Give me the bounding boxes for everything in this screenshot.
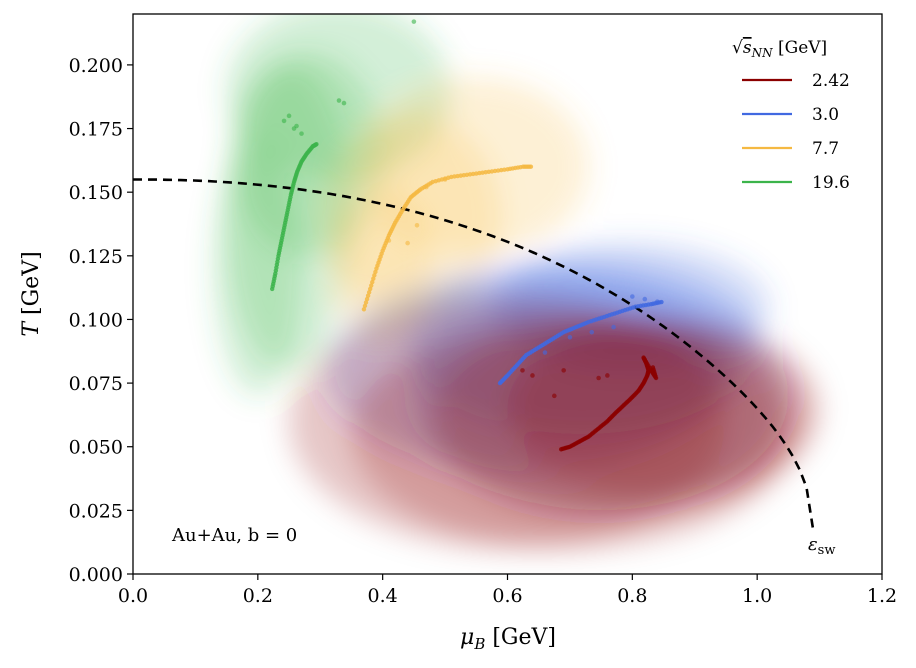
data-point — [405, 240, 410, 246]
data-point — [294, 123, 299, 129]
data-point — [363, 300, 369, 305]
y-tick-label: 0.100 — [69, 309, 123, 331]
plot-area — [133, 14, 820, 549]
y-axis-title: T [GeV] — [19, 251, 44, 336]
y-tick-label: 0.200 — [69, 55, 123, 77]
y-axis: 0.000 0.025 0.050 0.075 0.100 0.125 0.150 0.175… — [69, 55, 133, 586]
data-point — [314, 142, 319, 147]
y-tick-label: 0.000 — [69, 564, 123, 586]
data-point — [370, 279, 375, 285]
data-point — [630, 294, 635, 299]
uncertainty-clouds — [214, 14, 820, 549]
switching-curve — [133, 178, 815, 531]
data-point — [650, 365, 656, 370]
legend-label: 2.42 — [812, 71, 850, 91]
x-tick-label: 0.2 — [243, 585, 273, 607]
data-point — [528, 164, 534, 169]
data-point — [596, 375, 601, 381]
data-point — [611, 324, 616, 330]
data-point — [414, 222, 420, 228]
data-point — [299, 131, 304, 136]
legend-label: 7.7 — [812, 139, 839, 159]
data-point — [386, 238, 392, 243]
data-point — [371, 276, 376, 281]
y-tick-label: 0.025 — [69, 500, 123, 522]
data-points-layer — [269, 19, 664, 452]
y-tick-label: 0.125 — [69, 246, 123, 268]
data-point — [542, 350, 548, 355]
data-point — [336, 98, 342, 103]
x-tick-label: 0.8 — [617, 585, 647, 607]
data-point — [341, 100, 347, 106]
data-point — [369, 283, 374, 288]
legend-title: √sNN [GeV] — [732, 38, 827, 60]
data-point — [520, 368, 525, 373]
series-7.7 — [361, 164, 534, 312]
legend-label: 3.0 — [812, 105, 839, 125]
data-point — [366, 290, 372, 295]
y-tick-label: 0.050 — [69, 437, 123, 459]
switching-curve-label: εsw — [808, 534, 835, 558]
data-point — [605, 373, 610, 378]
x-tick-label: 1.2 — [867, 585, 897, 607]
data-point — [567, 334, 573, 340]
series-3.0 — [497, 294, 664, 386]
uncertainty-cloud — [289, 294, 726, 549]
data-point — [655, 299, 660, 304]
data-point — [367, 286, 373, 292]
annotation: Au+Au, b = 0 — [171, 525, 297, 546]
data-point — [365, 293, 371, 298]
y-tick-label: 0.150 — [69, 182, 123, 204]
data-point — [281, 118, 287, 124]
data-point — [286, 113, 292, 119]
data-point — [561, 368, 566, 373]
data-point — [589, 329, 595, 335]
x-tick-label: 0.4 — [368, 585, 398, 607]
data-point — [552, 393, 557, 399]
x-tick-label: 1.0 — [742, 585, 772, 607]
data-point — [442, 177, 448, 182]
x-axis-title: μB [GeV] — [460, 625, 556, 653]
legend: √sNN [GeV] 2.42 3.0 7.7 19.6 — [732, 38, 850, 193]
data-point — [364, 296, 370, 302]
data-point — [424, 184, 429, 190]
data-point — [411, 19, 417, 24]
data-point — [361, 307, 367, 312]
data-point — [530, 373, 535, 378]
series-2.42 — [520, 355, 659, 452]
x-tick-label: 0.0 — [118, 585, 148, 607]
data-point — [642, 296, 648, 302]
legend-label: 19.6 — [812, 173, 850, 193]
data-point — [373, 269, 378, 275]
x-tick-label: 0.6 — [492, 585, 522, 607]
data-point — [362, 303, 368, 309]
switching-curve-layer — [133, 178, 815, 531]
x-axis: 0.0 0.2 0.4 0.6 0.8 1.0 1.2 — [118, 574, 897, 607]
uncertainty-cloud — [214, 141, 302, 396]
series-19.6 — [269, 19, 417, 292]
data-point — [659, 299, 664, 305]
y-tick-label: 0.075 — [69, 373, 123, 395]
data-point — [372, 273, 377, 278]
y-tick-label: 0.175 — [69, 119, 123, 141]
